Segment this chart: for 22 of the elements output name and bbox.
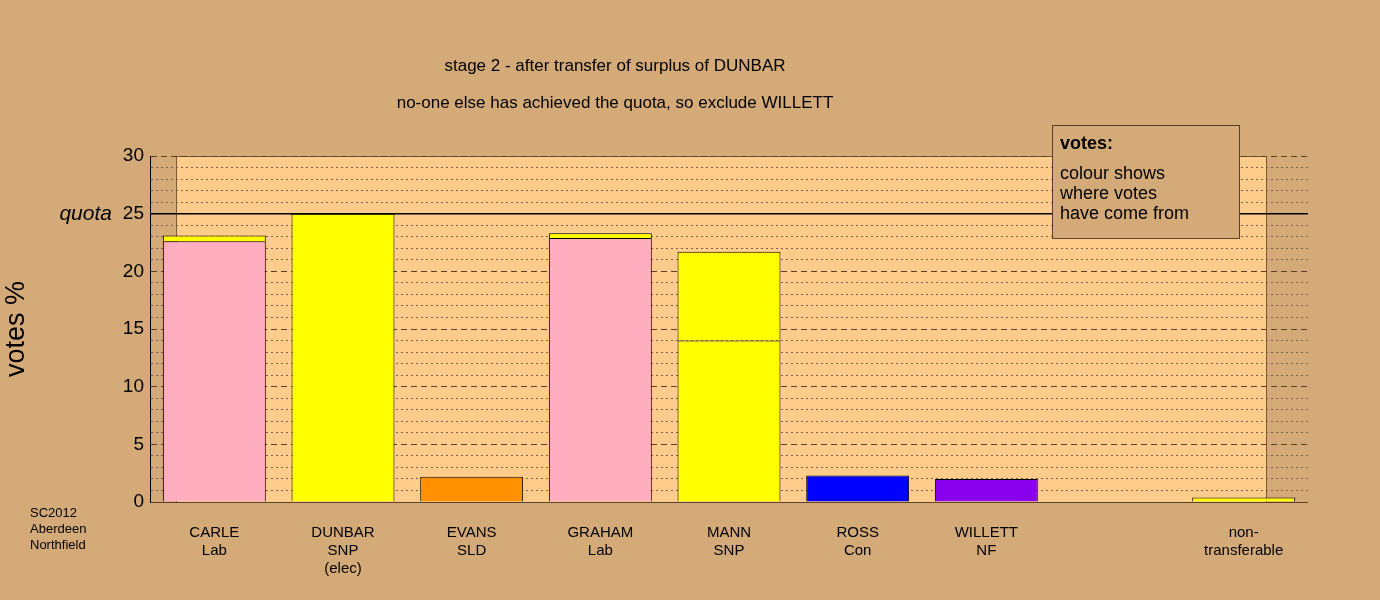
chart-title: stage 2 - after transfer of surplus of DUNBAR — [443, 56, 787, 76]
x-tick-label: EVANS SLD — [446, 523, 497, 559]
x-tick-label: DUNBAR SNP (elec) — [311, 523, 375, 577]
y-tick-label: 0 — [133, 490, 144, 512]
x-tick-label: WILLETT NF — [954, 523, 1019, 559]
y-tick-label: 15 — [122, 317, 144, 339]
chart-subtitle: no-one else has achieved the quota, so exclude WILLETT — [395, 93, 835, 113]
x-tick-label: ROSS Con — [836, 523, 879, 559]
y-tick-label: 30 — [122, 144, 144, 166]
ref-line-label: quota — [59, 200, 112, 224]
legend-title: votes: — [1060, 133, 1114, 153]
x-tick-label: GRAHAM Lab — [567, 523, 634, 559]
annotation: colour shows where votes have come from — [1060, 163, 1191, 223]
text: SC2012 Aberdeen Northfield — [30, 505, 87, 553]
y-axis-title: votes % — [0, 280, 30, 378]
y-tick-label: 25 — [122, 201, 144, 223]
x-tick-label: MANN SNP — [706, 523, 752, 559]
y-tick-label: 5 — [133, 432, 144, 454]
x-tick-label: non- transferable — [1204, 523, 1284, 559]
y-tick-label: 20 — [122, 259, 144, 281]
y-tick-label: 10 — [122, 374, 144, 396]
x-tick-label: CARLE Lab — [189, 523, 240, 559]
